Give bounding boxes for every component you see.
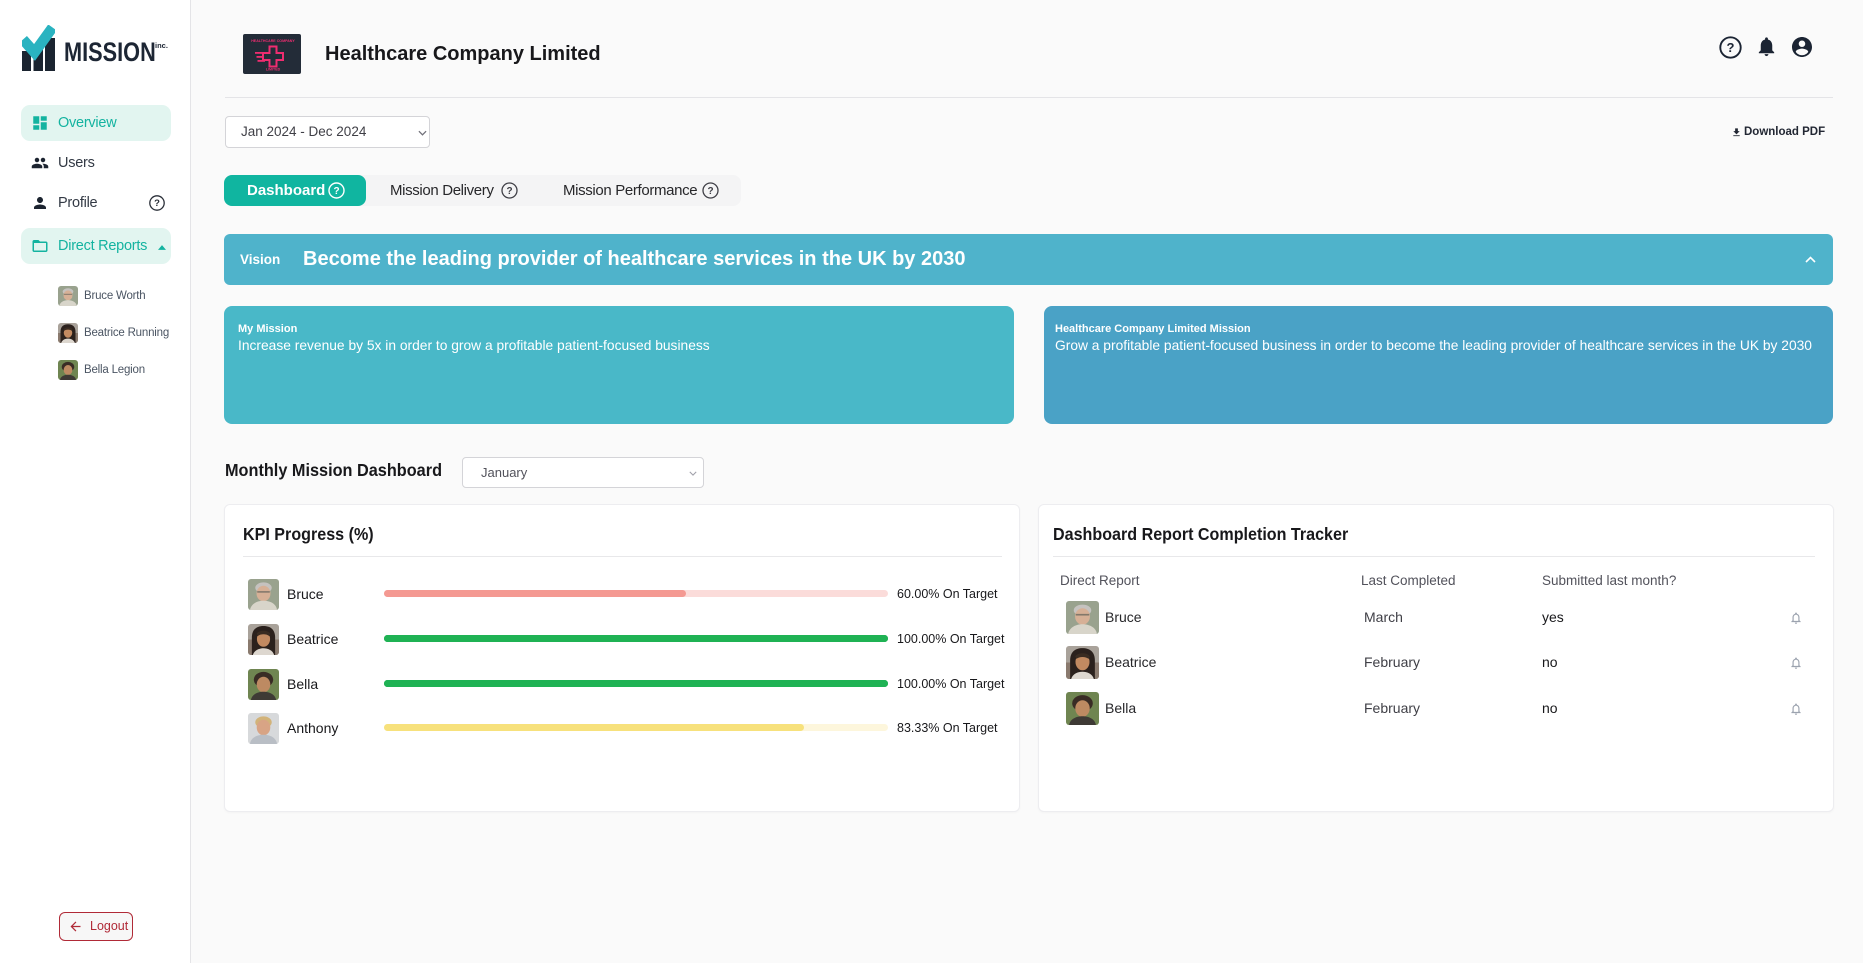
svg-text:?: ?: [154, 198, 160, 209]
svg-text:?: ?: [506, 186, 512, 197]
svg-text:HEALTHCARE COMPANY: HEALTHCARE COMPANY: [251, 39, 295, 43]
svg-text:?: ?: [333, 186, 339, 197]
svg-text:LIMITED: LIMITED: [266, 68, 281, 72]
svg-text:?: ?: [707, 186, 713, 197]
svg-text:?: ?: [1727, 40, 1735, 55]
